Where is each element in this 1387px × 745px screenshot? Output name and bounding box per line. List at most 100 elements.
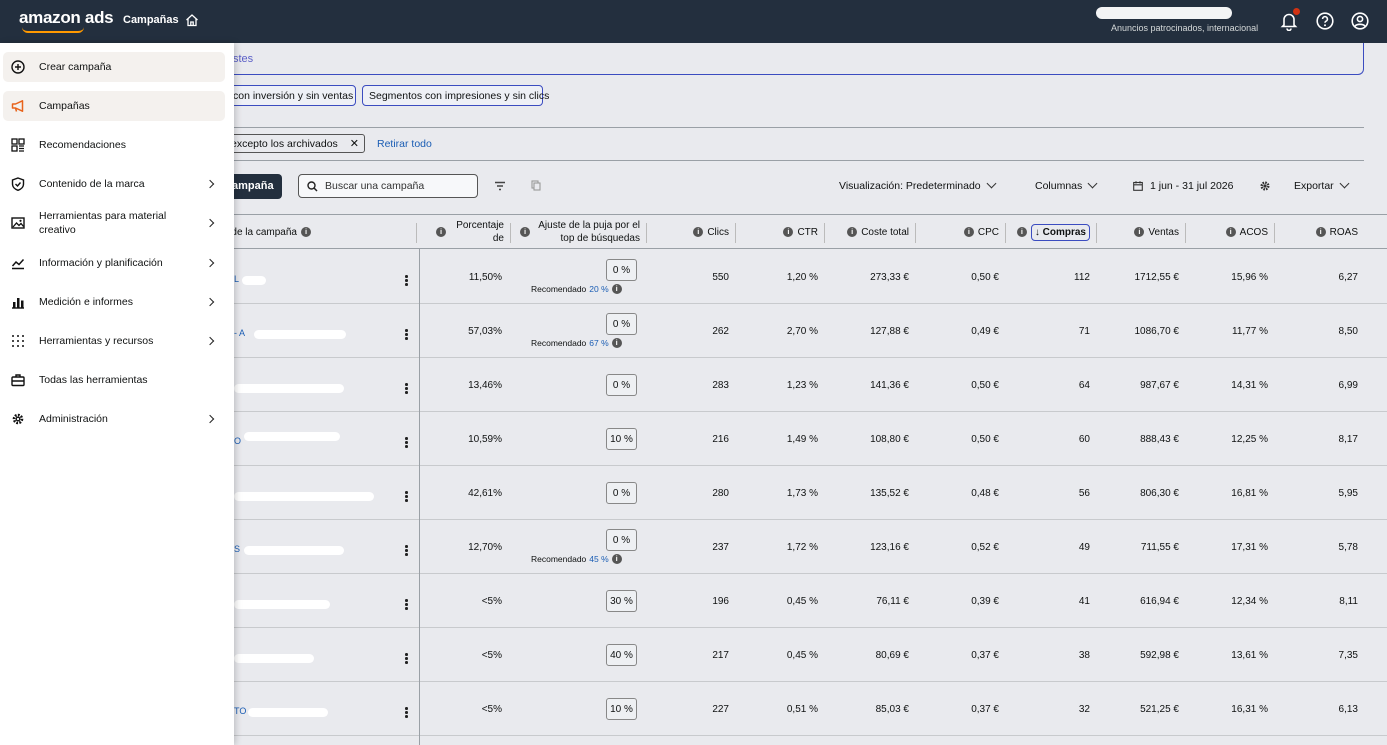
col-acos[interactable]: i ACOS: [1190, 215, 1268, 249]
section-title[interactable]: Campañas: [123, 14, 179, 26]
info-icon[interactable]: i: [1016, 227, 1027, 237]
info-icon[interactable]: i: [847, 227, 858, 237]
search-input[interactable]: [325, 176, 473, 196]
sidebar-item-recomendaciones[interactable]: Recomendaciones: [3, 130, 225, 160]
info-icon[interactable]: i: [1225, 227, 1236, 237]
column-separator[interactable]: [1274, 223, 1275, 243]
campaign-name-redacted[interactable]: [234, 492, 374, 501]
segment-spend-no-sales[interactable]: con inversión y sin ventas: [226, 85, 356, 106]
column-separator[interactable]: [1185, 223, 1186, 243]
recommended-bid[interactable]: Recomendado 20 % i: [531, 284, 622, 294]
col-sales[interactable]: i Ventas: [1100, 215, 1179, 249]
copy-icon[interactable]: [531, 180, 541, 191]
sidebar-item-herramientas-y-recursos[interactable]: Herramientas y recursos: [3, 326, 225, 356]
column-separator[interactable]: [1005, 223, 1006, 243]
col-total-cost[interactable]: i Coste total: [828, 215, 909, 249]
column-separator[interactable]: [1096, 223, 1097, 243]
sidebar-item-crear-campaña[interactable]: Crear campaña: [3, 52, 225, 82]
column-separator[interactable]: [915, 223, 916, 243]
more-options-icon[interactable]: [405, 329, 408, 340]
campaign-name-link[interactable]: L: [234, 274, 240, 284]
date-range-picker[interactable]: 1 jun - 31 jul 2026: [1150, 180, 1234, 192]
bid-adjust-input[interactable]: 10 %: [606, 698, 637, 720]
segment-impressions-no-clicks[interactable]: Segmentos con impresiones y sin clics: [362, 85, 549, 106]
col-roas[interactable]: i ROAS: [1280, 215, 1358, 249]
export-dropdown[interactable]: Exportar: [1294, 178, 1350, 192]
recommended-value[interactable]: 45 %: [589, 554, 609, 564]
bid-adjust-input[interactable]: 0 %: [606, 482, 637, 504]
more-options-icon[interactable]: [405, 545, 408, 556]
more-options-icon[interactable]: [405, 653, 408, 664]
close-icon[interactable]: ✕: [349, 138, 359, 150]
sort-indicator[interactable]: ↓ Compras: [1030, 223, 1090, 241]
bid-adjust-input[interactable]: 0 %: [606, 374, 637, 396]
info-icon[interactable]: i: [1134, 227, 1145, 237]
col-cpc[interactable]: i CPC: [920, 215, 999, 249]
banner-link[interactable]: stes: [233, 53, 254, 65]
campaign-name-redacted[interactable]: [242, 276, 266, 285]
bell-icon[interactable]: [1280, 11, 1298, 31]
info-icon[interactable]: i: [301, 227, 311, 237]
more-options-icon[interactable]: [405, 275, 408, 286]
info-icon[interactable]: i: [611, 284, 622, 294]
bid-adjust-input[interactable]: 0 %: [606, 529, 637, 551]
more-options-icon[interactable]: [405, 599, 408, 610]
info-icon[interactable]: i: [963, 227, 974, 237]
sidebar-item-campañas[interactable]: Campañas: [3, 91, 225, 121]
recommended-bid[interactable]: Recomendado 45 % i: [531, 554, 622, 564]
campaign-name-redacted[interactable]: [244, 432, 340, 441]
account-subtitle[interactable]: Anuncios patrocinados, internacional: [1111, 23, 1259, 33]
col-name[interactable]: de la campaña i: [220, 215, 315, 249]
recommended-value[interactable]: 67 %: [589, 338, 609, 348]
info-icon[interactable]: i: [783, 227, 794, 237]
column-separator[interactable]: [824, 223, 825, 243]
user-icon[interactable]: [1351, 12, 1369, 30]
campaign-name-link[interactable]: O: [234, 436, 242, 446]
info-icon[interactable]: i: [520, 227, 530, 237]
info-icon[interactable]: i: [693, 227, 704, 237]
campaign-name-redacted[interactable]: [234, 384, 344, 393]
column-separator[interactable]: [510, 223, 511, 243]
clear-all-link[interactable]: Retirar todo: [377, 138, 432, 150]
campaign-name-redacted[interactable]: [234, 600, 330, 609]
sidebar-item-todas-las-herramientas[interactable]: Todas las herramientas: [3, 365, 225, 395]
more-options-icon[interactable]: [405, 383, 408, 394]
campaign-name-link[interactable]: - A: [234, 328, 246, 338]
column-separator[interactable]: [735, 223, 736, 243]
sidebar-item-administración[interactable]: Administración: [3, 404, 225, 434]
column-separator[interactable]: [416, 223, 417, 243]
col-bid-adjust[interactable]: i Ajuste de la puja por el top de búsqued…: [518, 215, 640, 249]
bid-adjust-input[interactable]: 0 %: [606, 259, 637, 281]
column-separator[interactable]: [646, 223, 647, 243]
amazon-ads-logo[interactable]: amazon ads: [19, 8, 114, 27]
more-options-icon[interactable]: [405, 437, 408, 448]
sidebar-item-medición-e-informes[interactable]: Medición e informes: [3, 287, 225, 317]
col-purchases[interactable]: i ↓ Compras: [1010, 215, 1090, 249]
account-name-redacted[interactable]: [1096, 7, 1232, 19]
sidebar-item-contenido-de-la-marca[interactable]: Contenido de la marca: [3, 169, 225, 199]
more-options-icon[interactable]: [405, 707, 408, 718]
campaign-name-link[interactable]: S: [234, 544, 241, 554]
sidebar-item-herramientas-para-material-creativo[interactable]: Herramientas para material creativo: [3, 208, 225, 238]
campaign-name-link[interactable]: TO: [234, 706, 247, 716]
more-options-icon[interactable]: [405, 491, 408, 502]
help-icon[interactable]: [1316, 12, 1334, 30]
filter-icon[interactable]: [494, 181, 506, 191]
bid-adjust-input[interactable]: 0 %: [606, 313, 637, 335]
info-icon[interactable]: i: [611, 338, 622, 348]
sidebar-item-información-y-planificación[interactable]: Información y planificación: [3, 248, 225, 278]
recommended-bid[interactable]: Recomendado 67 % i: [531, 338, 622, 348]
col-ctr[interactable]: i CTR: [740, 215, 818, 249]
campaign-name-redacted[interactable]: [244, 546, 344, 555]
view-dropdown[interactable]: Visualización: Predeterminado: [839, 178, 997, 192]
col-percent-top[interactable]: i Porcentaje de: [428, 215, 504, 249]
campaign-name-redacted[interactable]: [248, 708, 328, 717]
gear-icon[interactable]: [1259, 180, 1271, 192]
info-icon[interactable]: i: [436, 227, 446, 237]
col-clicks[interactable]: i Clics: [650, 215, 729, 249]
columns-dropdown[interactable]: Columnas: [1035, 178, 1098, 192]
info-icon[interactable]: i: [1315, 227, 1326, 237]
bid-adjust-input[interactable]: 40 %: [606, 644, 637, 666]
filter-chip[interactable]: excepto los archivados ✕: [226, 134, 365, 153]
bid-adjust-input[interactable]: 30 %: [606, 590, 637, 612]
